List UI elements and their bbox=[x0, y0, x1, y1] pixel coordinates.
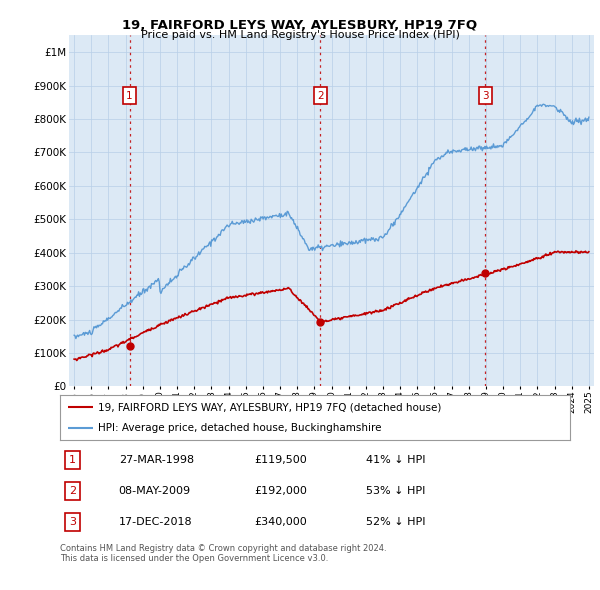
Text: 08-MAY-2009: 08-MAY-2009 bbox=[119, 486, 191, 496]
Text: 17-DEC-2018: 17-DEC-2018 bbox=[119, 517, 192, 527]
Text: 2: 2 bbox=[317, 91, 323, 100]
Text: Contains HM Land Registry data © Crown copyright and database right 2024.
This d: Contains HM Land Registry data © Crown c… bbox=[60, 544, 386, 563]
Text: £340,000: £340,000 bbox=[254, 517, 307, 527]
Text: 3: 3 bbox=[69, 517, 76, 527]
Text: HPI: Average price, detached house, Buckinghamshire: HPI: Average price, detached house, Buck… bbox=[98, 422, 382, 432]
Text: 41% ↓ HPI: 41% ↓ HPI bbox=[366, 455, 425, 465]
Text: 19, FAIRFORD LEYS WAY, AYLESBURY, HP19 7FQ (detached house): 19, FAIRFORD LEYS WAY, AYLESBURY, HP19 7… bbox=[98, 402, 442, 412]
Text: 2: 2 bbox=[69, 486, 76, 496]
Text: 53% ↓ HPI: 53% ↓ HPI bbox=[366, 486, 425, 496]
Text: Price paid vs. HM Land Registry's House Price Index (HPI): Price paid vs. HM Land Registry's House … bbox=[140, 30, 460, 40]
Text: 52% ↓ HPI: 52% ↓ HPI bbox=[366, 517, 425, 527]
Text: 3: 3 bbox=[482, 91, 488, 100]
Text: £119,500: £119,500 bbox=[254, 455, 307, 465]
Text: 1: 1 bbox=[69, 455, 76, 465]
Text: 19, FAIRFORD LEYS WAY, AYLESBURY, HP19 7FQ: 19, FAIRFORD LEYS WAY, AYLESBURY, HP19 7… bbox=[122, 19, 478, 32]
Text: £192,000: £192,000 bbox=[254, 486, 307, 496]
Text: 1: 1 bbox=[126, 91, 133, 100]
Text: 27-MAR-1998: 27-MAR-1998 bbox=[119, 455, 194, 465]
